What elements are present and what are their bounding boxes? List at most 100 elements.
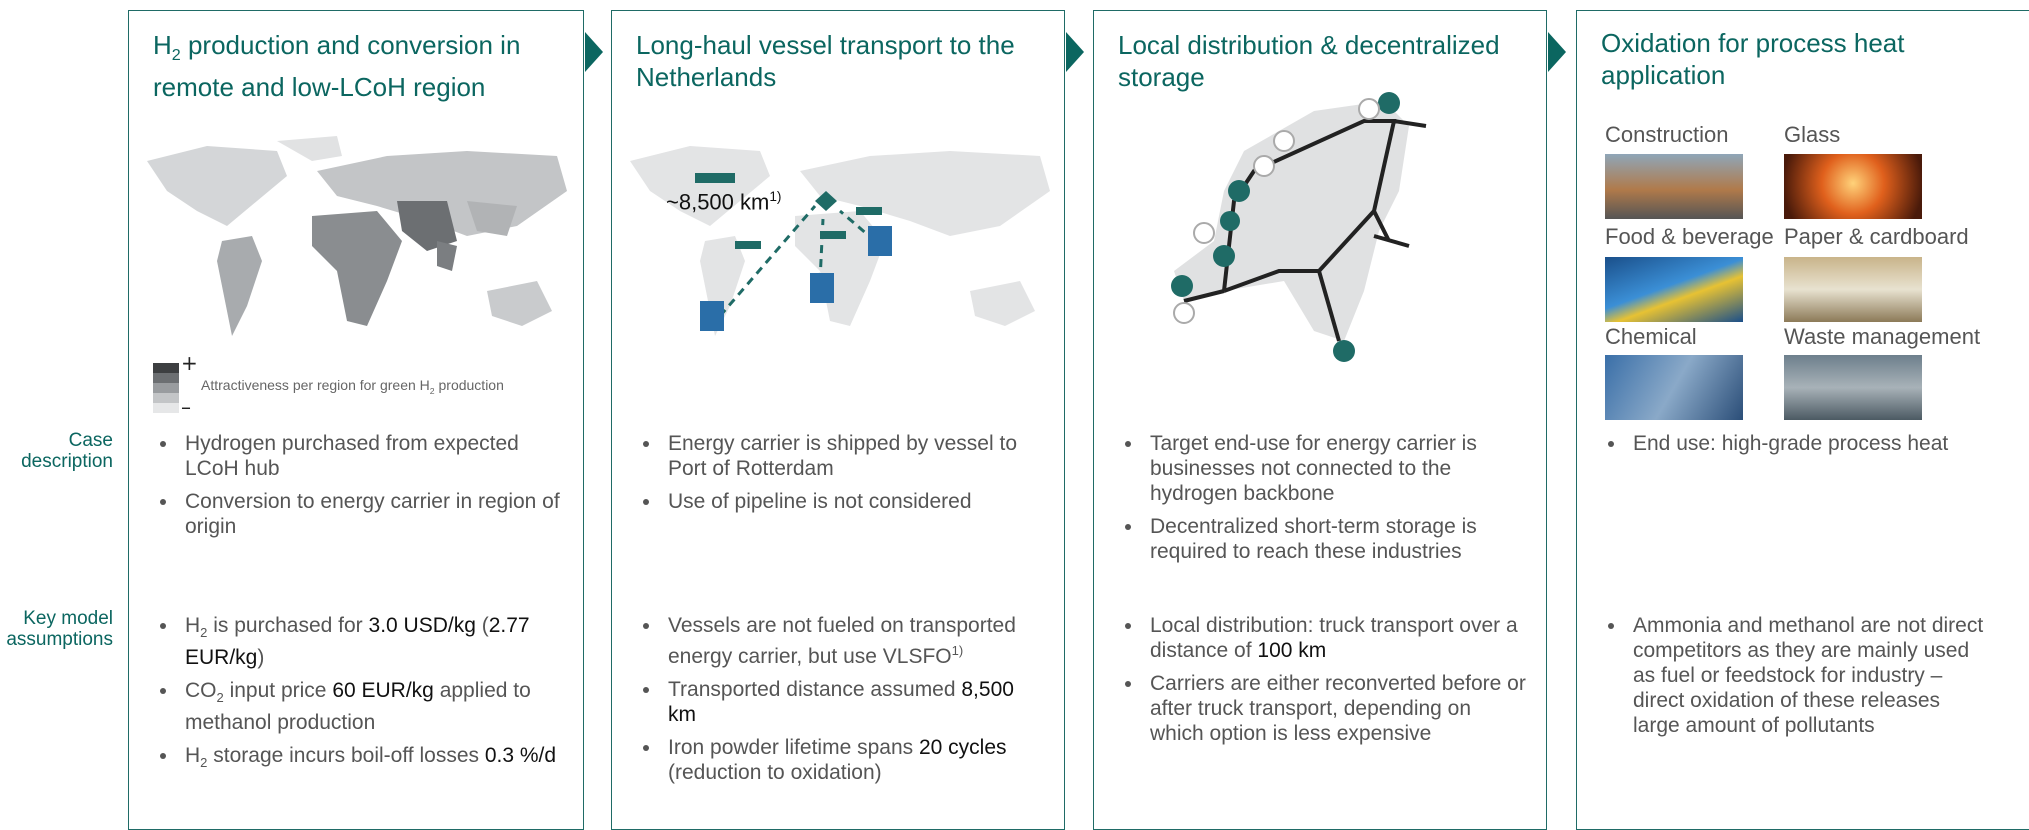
text-run	[1174, 101, 1409, 341]
text-run	[735, 241, 761, 249]
text-run	[1183, 119, 1427, 342]
subscript: 2	[200, 755, 208, 771]
bullet: Carriers are either reconverted before o…	[1125, 671, 1528, 746]
industry-image	[1784, 257, 1922, 322]
text-run	[397, 201, 457, 251]
text-run	[153, 363, 179, 373]
text-run: storage incurs boil-off losses	[207, 744, 485, 768]
text-run	[818, 218, 825, 282]
bullet: End use: high-grade process heat	[1608, 431, 2015, 456]
bullet: Decentralized short-term storage is requ…	[1125, 514, 1528, 564]
legend-scale	[153, 363, 179, 413]
assumption-bullets: Local distribution: truck transport over…	[1094, 613, 1528, 754]
text-run	[217, 236, 262, 336]
text-run	[1173, 98, 1380, 324]
bullet: Use of pipeline is not considered	[643, 489, 1046, 514]
bullet: Hydrogen purchased from expected LCoH hu…	[160, 431, 565, 481]
text-run	[1548, 32, 1566, 72]
text-run: production and conversion in remote and …	[153, 30, 521, 103]
industry-label: Chemical	[1605, 324, 1697, 349]
text-run	[810, 273, 834, 303]
text-run	[820, 231, 846, 239]
industry-label: Glass	[1784, 122, 1841, 147]
bullet: Target end-use for energy carrier is bus…	[1125, 431, 1528, 506]
text-run	[153, 393, 179, 403]
superscript: 1)	[951, 643, 964, 658]
assumption-bullets: Ammonia and methanol are not direct comp…	[1577, 613, 1985, 746]
text-run	[467, 201, 517, 236]
text-run: Energy carrier is shipped by vessel to P…	[612, 431, 1046, 514]
industry-image	[1605, 154, 1743, 219]
text-run	[970, 281, 1035, 326]
panel-title: Long-haul vessel transport to the Nether…	[636, 30, 1015, 92]
netherlands-map	[1171, 92, 1427, 362]
text-run	[277, 136, 342, 161]
text-run	[1228, 180, 1250, 202]
bullet: H2 storage incurs boil-off losses 0.3 %/…	[160, 743, 565, 775]
text-run	[1253, 155, 1275, 177]
industry-image	[1605, 355, 1743, 420]
panel-title: Oxidation for process heat application	[1601, 28, 1905, 90]
industry-label: Construction	[1605, 122, 1729, 147]
text-run: 3.0 USD/kg	[368, 614, 476, 637]
text-run: Iron powder lifetime spans	[668, 736, 919, 759]
legend-minus: –	[181, 395, 191, 419]
row-label: Key model assumptions	[6, 608, 113, 650]
text-run	[1171, 275, 1193, 297]
bullet: Iron powder lifetime spans 20 cycles (re…	[643, 735, 1046, 785]
text-run: applied to methanol production	[185, 679, 531, 735]
text-run	[1378, 92, 1400, 114]
text-run: CO	[185, 679, 217, 703]
subscript: 2	[171, 46, 181, 65]
text-run: H	[185, 614, 201, 637]
legend-text: Attractiveness per region for green H2 p…	[201, 377, 504, 396]
text-run	[585, 32, 603, 72]
text-run: production	[434, 377, 504, 393]
text-run: Vessels are not fueled on transported en…	[668, 614, 1016, 668]
distance-label: ~8,500 km1)	[666, 189, 781, 215]
panel-title: Local distribution & decentralized stora…	[1118, 30, 1500, 92]
case-bullets: Energy carrier is shipped by vessel to P…	[612, 431, 1046, 522]
assumption-bullets: Vessels are not fueled on transported en…	[612, 613, 1046, 793]
text-run: 100 km	[1257, 639, 1327, 662]
text-run: 2.77 EUR/kg	[185, 614, 530, 670]
text-run	[1273, 130, 1295, 152]
text-run: )	[257, 646, 265, 670]
industry-image	[1605, 257, 1743, 322]
text-run: H	[185, 744, 201, 768]
chevron	[1066, 32, 1084, 72]
text-run: Local distribution: truck transport over…	[1150, 614, 1518, 662]
superscript: 1)	[769, 189, 782, 204]
text-run	[153, 403, 179, 413]
industry-label: Paper & cardboard	[1784, 224, 1969, 249]
text-run	[1173, 302, 1195, 324]
text-run: (reduction to oxidation)	[668, 761, 882, 784]
text-run	[695, 173, 735, 183]
text-run: (	[475, 614, 489, 637]
text-run	[815, 191, 837, 211]
text-run: Transported distance assumed	[668, 678, 962, 701]
text-run	[1358, 98, 1380, 120]
text-run: 8,500 km	[668, 678, 1014, 726]
text-run: End use: high-grade process heat	[1577, 431, 2015, 456]
text-run	[700, 301, 724, 331]
industry-label: Food & beverage	[1605, 224, 1774, 249]
subscript: 2	[429, 385, 435, 396]
bullet: H2 is purchased for 3.0 USD/kg (2.77 EUR…	[160, 613, 565, 670]
panel: Local distribution & decentralized stora…	[1093, 10, 1547, 830]
case-bullets: End use: high-grade process heat	[1577, 431, 2015, 464]
legend-plus: +	[181, 351, 198, 375]
text-run	[147, 146, 287, 226]
bullet: Ammonia and methanol are not direct comp…	[1608, 614, 1984, 737]
case-bullets: Target end-use for energy carrier is bus…	[1094, 431, 1528, 572]
panel: H2 production and conversion in remote a…	[128, 10, 584, 830]
text-run: Local distribution: truck transport over…	[1094, 613, 1528, 746]
bullet: CO2 input price 60 EUR/kg applied to met…	[160, 678, 565, 735]
text-run: Hydrogen purchased from expected LCoH hu…	[129, 431, 565, 539]
text-run: H2 is purchased for 3.0 USD/kg (2.77 EUR…	[129, 613, 565, 776]
text-run: 60 EUR/kg	[332, 679, 434, 703]
text-run	[153, 373, 179, 383]
world-map	[147, 136, 567, 336]
text-run: input price	[223, 679, 333, 703]
text-run: Ammonia and methanol are not direct comp…	[1577, 613, 1985, 738]
